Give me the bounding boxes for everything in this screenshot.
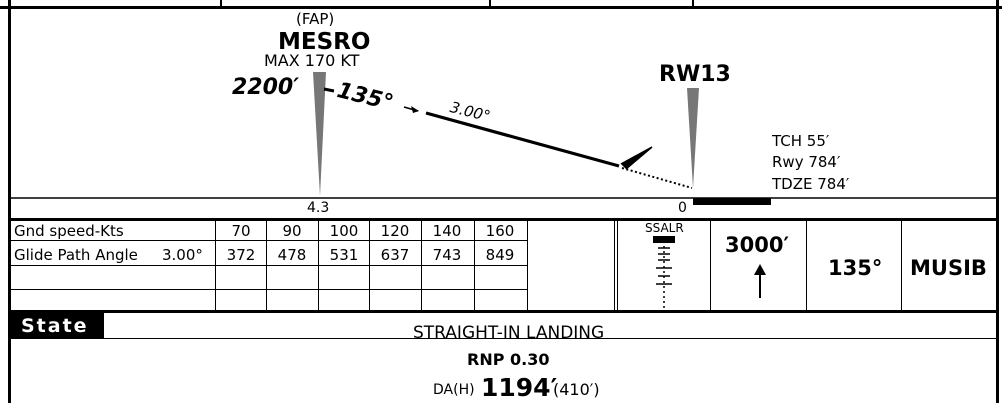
col-line-0 <box>215 220 216 312</box>
rate-cell: 531 <box>329 246 359 264</box>
landing-type: STRAIGHT-IN LANDING <box>413 323 605 343</box>
glide-path-angle: 3.00° <box>162 246 203 264</box>
table-top-border <box>8 218 999 221</box>
glide-path-label: Glide Path Angle <box>14 246 138 264</box>
speed-limit: MAX 170 KT <box>264 51 360 70</box>
missed-heading: 135° <box>828 256 883 280</box>
da-value: 1194′ <box>481 373 558 402</box>
rwy-elevation: Rwy 784′ <box>772 153 841 171</box>
speed-cell: 70 <box>231 222 251 240</box>
missed-fix: MUSIB <box>910 256 987 280</box>
top-divider-2 <box>489 0 491 7</box>
top-border <box>0 6 1002 9</box>
da-prefix: DA(H) <box>433 382 475 398</box>
tch-label: TCH 55′ <box>772 132 830 150</box>
fap-tag: (FAP) <box>296 10 335 28</box>
lighting-label: SSALR <box>645 221 684 235</box>
col-line-8 <box>617 220 618 312</box>
col-line-6 <box>527 220 528 312</box>
runway-marker <box>687 88 699 188</box>
col-line-10 <box>806 220 807 312</box>
speed-cell: 160 <box>485 222 515 240</box>
col-line-2 <box>318 220 319 312</box>
threshold-distance: 0 <box>678 200 687 216</box>
fix-altitude: 2200′ <box>232 75 300 100</box>
left-border <box>8 0 11 403</box>
row-line-2 <box>11 265 527 266</box>
col-line-3 <box>369 220 370 312</box>
top-divider-1 <box>220 0 222 7</box>
speed-cell: 100 <box>329 222 359 240</box>
descent-path-line <box>425 111 620 168</box>
speed-cell: 90 <box>282 222 302 240</box>
climb-arrow-icon <box>754 264 766 298</box>
speed-cell: 140 <box>432 222 462 240</box>
col-line-7 <box>614 220 615 312</box>
state-label: State <box>11 313 104 338</box>
table-bottom-border <box>8 310 999 313</box>
col-line-11 <box>901 220 902 312</box>
rate-cell: 637 <box>380 246 410 264</box>
speed-cell: 120 <box>380 222 410 240</box>
col-line-9 <box>710 220 711 312</box>
da-height: (410′) <box>553 380 600 399</box>
descent-arrow-head <box>620 146 653 170</box>
top-divider-3 <box>692 0 694 7</box>
ssalr-icon <box>653 236 675 310</box>
runway-bar <box>693 198 771 205</box>
row-line-1 <box>11 240 527 241</box>
rate-cell: 743 <box>432 246 462 264</box>
altitude-dash <box>323 87 335 93</box>
rnp-value: RNP 0.30 <box>467 350 550 369</box>
col-line-5 <box>474 220 475 312</box>
fap-marker <box>313 72 326 196</box>
state-underline <box>11 338 996 339</box>
col-line-4 <box>421 220 422 312</box>
runway-label: RW13 <box>659 62 731 87</box>
visual-segment <box>621 167 693 189</box>
rate-cell: 849 <box>485 246 515 264</box>
tdze-label: TDZE 784′ <box>772 175 850 193</box>
profile-view <box>11 72 996 205</box>
missed-altitude: 3000′ <box>725 233 789 257</box>
rate-cell: 478 <box>277 246 307 264</box>
rate-cell: 372 <box>226 246 256 264</box>
fix-distance: 4.3 <box>307 200 330 216</box>
col-line-1 <box>266 220 267 312</box>
fix-name: MESRO <box>278 29 371 55</box>
gnd-speed-label: Gnd speed-Kts <box>14 222 124 240</box>
course-arrow-head <box>411 106 419 113</box>
row-line-3 <box>11 289 527 290</box>
right-border <box>996 0 999 403</box>
